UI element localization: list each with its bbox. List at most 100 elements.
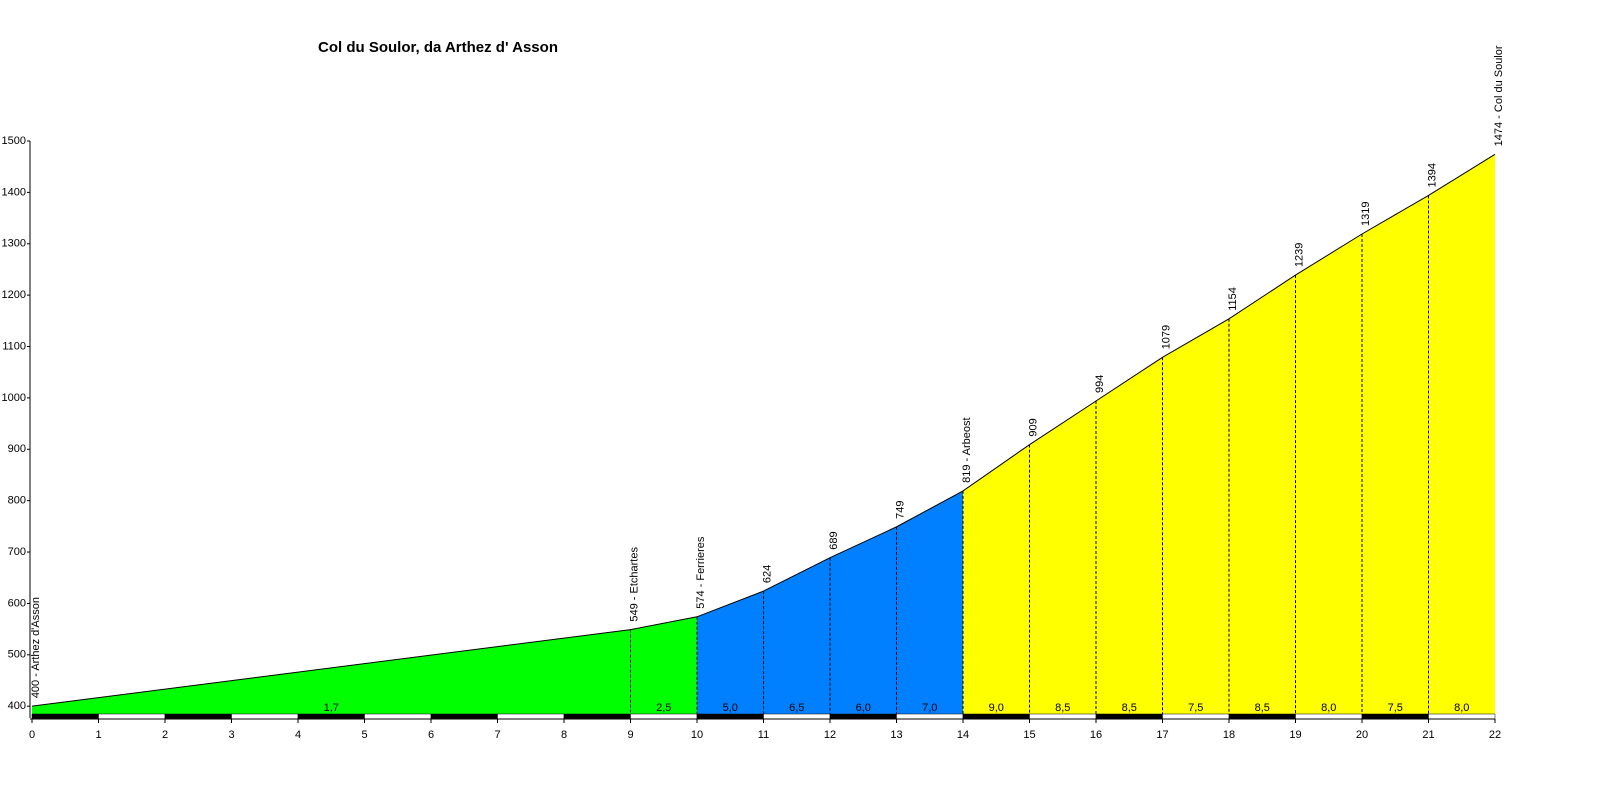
km-strip (1361, 713, 1429, 720)
km-strip (31, 713, 99, 720)
x-tick-label: 18 (1223, 729, 1235, 741)
x-tick-label: 20 (1356, 729, 1368, 741)
y-tick-label: 700 (8, 546, 26, 558)
y-tick-label: 400 (8, 700, 26, 712)
gradient-segment (830, 526, 897, 718)
gradient-label: 6,0 (856, 702, 871, 714)
y-tick-label: 1400 (2, 186, 26, 198)
x-tick-label: 9 (627, 729, 633, 741)
km-strip (763, 713, 831, 720)
km-strip (231, 713, 299, 720)
profile-line (31, 153, 1496, 707)
km-strip (1029, 713, 1097, 720)
x-tick-label: 6 (428, 729, 434, 741)
gradient-label: 7,5 (1188, 702, 1203, 714)
km-strip (1228, 713, 1296, 720)
gradient-label: 2,5 (656, 702, 671, 714)
point-label: 574 - Ferrieres (695, 536, 707, 609)
x-tick-label: 15 (1023, 729, 1035, 741)
y-tick-label: 600 (8, 597, 26, 609)
x-tick-label: 4 (295, 729, 301, 741)
gradient-segment (1162, 318, 1229, 718)
gradient-label: 7,5 (1388, 702, 1403, 714)
km-strip (630, 713, 698, 720)
chart-title: Col du Soulor, da Arthez d' Asson (318, 39, 558, 56)
km-strip (98, 713, 166, 720)
gradient-label: 6,5 (789, 702, 804, 714)
y-tick-label: 1500 (2, 135, 26, 147)
x-tick-label: 16 (1090, 729, 1102, 741)
gradient-segment (1229, 275, 1296, 718)
gradient-segment (963, 444, 1030, 718)
x-tick-label: 14 (957, 729, 969, 741)
km-strip (962, 713, 1030, 720)
point-label: 994 (1094, 375, 1106, 393)
x-tick-label: 19 (1289, 729, 1301, 741)
gradient-label: 8,5 (1255, 702, 1270, 714)
gradient-segment (763, 557, 830, 718)
x-tick-label: 12 (824, 729, 836, 741)
km-strip (696, 713, 764, 720)
point-label: 909 (1027, 418, 1039, 436)
x-tick-label: 21 (1422, 729, 1434, 741)
point-label: 1154 (1227, 287, 1239, 311)
gradient-label: 8,0 (1321, 702, 1336, 714)
y-tick-label: 1100 (2, 340, 26, 352)
point-label: 1319 (1360, 202, 1372, 226)
km-strip (1095, 713, 1163, 720)
x-tick-label: 22 (1489, 729, 1501, 741)
km-strip (297, 713, 365, 720)
km-strip (1295, 713, 1363, 720)
point-label: 549 - Etchartes (628, 547, 640, 622)
x-tick-label: 10 (691, 729, 703, 741)
km-strip (430, 713, 498, 720)
gradient-label: 8,5 (1122, 702, 1137, 714)
gradient-label: 7,0 (922, 702, 937, 714)
x-tick-label: 3 (228, 729, 234, 741)
y-tick-label: 1200 (2, 289, 26, 301)
km-strip (164, 713, 232, 720)
gradient-segment (1428, 154, 1495, 718)
point-label: 624 (761, 565, 773, 583)
y-tick-label: 1300 (2, 238, 26, 250)
km-strip (1428, 713, 1496, 720)
gradient-label: 5,0 (723, 702, 738, 714)
km-strip (829, 713, 897, 720)
y-tick-label: 500 (8, 649, 26, 661)
x-tick-label: 13 (890, 729, 902, 741)
km-strip (896, 713, 964, 720)
gradient-segment (896, 490, 963, 718)
km-strip (364, 713, 432, 720)
km-strip (497, 713, 565, 720)
x-tick-label: 1 (95, 729, 101, 741)
point-label: 689 (828, 531, 840, 549)
point-label: 819 - Arbeost (961, 417, 973, 482)
point-label: 1474 - Col du Soulor (1493, 45, 1505, 146)
gradient-label: 1,7 (324, 702, 339, 714)
y-tick-label: 900 (8, 443, 26, 455)
km-strip (1162, 713, 1230, 720)
point-label: 1239 (1293, 243, 1305, 267)
gradient-label: 9,0 (989, 702, 1004, 714)
x-tick-label: 7 (494, 729, 500, 741)
gradient-segment (630, 616, 697, 718)
gradient-segment (1362, 195, 1429, 719)
x-tick-label: 2 (162, 729, 168, 741)
y-tick-label: 800 (8, 495, 26, 507)
km-strip (563, 713, 631, 720)
y-tick-label: 1000 (2, 392, 26, 404)
gradient-segment (1096, 357, 1163, 718)
point-label: 1079 (1160, 325, 1172, 349)
gradient-segment (1029, 400, 1096, 718)
gradient-segment (32, 629, 631, 718)
point-label: 1394 (1426, 163, 1438, 187)
x-tick-label: 8 (561, 729, 567, 741)
gradient-label: 8,0 (1454, 702, 1469, 714)
gradient-label: 8,5 (1055, 702, 1070, 714)
x-tick-label: 17 (1156, 729, 1168, 741)
point-label: 749 (894, 501, 906, 519)
point-label: 400 - Arthez d'Asson (30, 597, 42, 698)
gradient-segment (1295, 233, 1362, 718)
gradient-segment (697, 591, 764, 718)
